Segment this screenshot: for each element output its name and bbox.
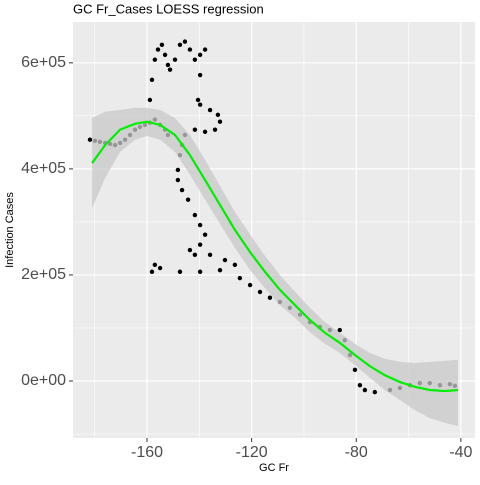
point bbox=[165, 62, 171, 68]
point bbox=[197, 242, 203, 247]
point bbox=[197, 269, 203, 274]
point bbox=[217, 119, 223, 124]
point bbox=[222, 257, 228, 263]
y-tick-label: 2e+05 bbox=[21, 266, 66, 283]
x-tick-label: -120 bbox=[236, 444, 268, 461]
point bbox=[247, 282, 253, 288]
x-tick-label: -160 bbox=[131, 444, 163, 461]
point bbox=[337, 327, 342, 333]
point bbox=[149, 269, 155, 274]
point bbox=[217, 267, 223, 273]
y-axis-title: Infection Cases bbox=[4, 192, 16, 268]
point bbox=[207, 252, 213, 257]
y-tick-label: 0e+00 bbox=[21, 372, 66, 389]
confidence-band bbox=[92, 107, 458, 427]
point bbox=[175, 167, 181, 173]
point bbox=[87, 137, 93, 142]
point bbox=[212, 127, 218, 132]
point bbox=[192, 252, 198, 257]
point bbox=[179, 187, 185, 193]
point bbox=[152, 57, 158, 62]
point bbox=[257, 289, 263, 295]
point bbox=[267, 295, 273, 300]
point bbox=[202, 129, 208, 134]
point bbox=[172, 57, 178, 62]
y-tick-label: 4e+05 bbox=[21, 160, 66, 177]
x-axis-title: GC Fr bbox=[259, 462, 289, 474]
point bbox=[215, 112, 221, 117]
point bbox=[162, 52, 168, 58]
x-tick-label: -80 bbox=[345, 444, 368, 461]
point bbox=[372, 389, 378, 395]
point bbox=[149, 77, 155, 82]
point bbox=[187, 47, 193, 52]
point bbox=[192, 212, 198, 218]
loess-line bbox=[91, 120, 459, 393]
point bbox=[362, 387, 368, 393]
point bbox=[182, 39, 188, 44]
point bbox=[352, 367, 358, 373]
point bbox=[175, 177, 181, 183]
point bbox=[159, 42, 165, 48]
y-tick-label: 6e+05 bbox=[21, 54, 66, 71]
point bbox=[177, 42, 183, 48]
point bbox=[357, 383, 363, 388]
point bbox=[147, 97, 153, 103]
point bbox=[187, 247, 193, 253]
point bbox=[202, 47, 208, 52]
point bbox=[197, 102, 203, 107]
point bbox=[202, 232, 208, 237]
point bbox=[192, 127, 198, 132]
point bbox=[155, 47, 161, 52]
point bbox=[157, 265, 163, 271]
point bbox=[195, 97, 201, 103]
point bbox=[167, 67, 173, 72]
point bbox=[197, 222, 203, 228]
point bbox=[207, 107, 213, 113]
point bbox=[177, 269, 183, 274]
point bbox=[185, 197, 191, 202]
point bbox=[197, 52, 203, 58]
point bbox=[237, 275, 243, 281]
point bbox=[232, 262, 238, 268]
x-tick-label: -40 bbox=[449, 444, 472, 461]
point bbox=[197, 72, 203, 78]
chart-title: GC Fr_Cases LOESS regression bbox=[73, 1, 264, 16]
point bbox=[192, 57, 198, 62]
point bbox=[152, 262, 158, 268]
